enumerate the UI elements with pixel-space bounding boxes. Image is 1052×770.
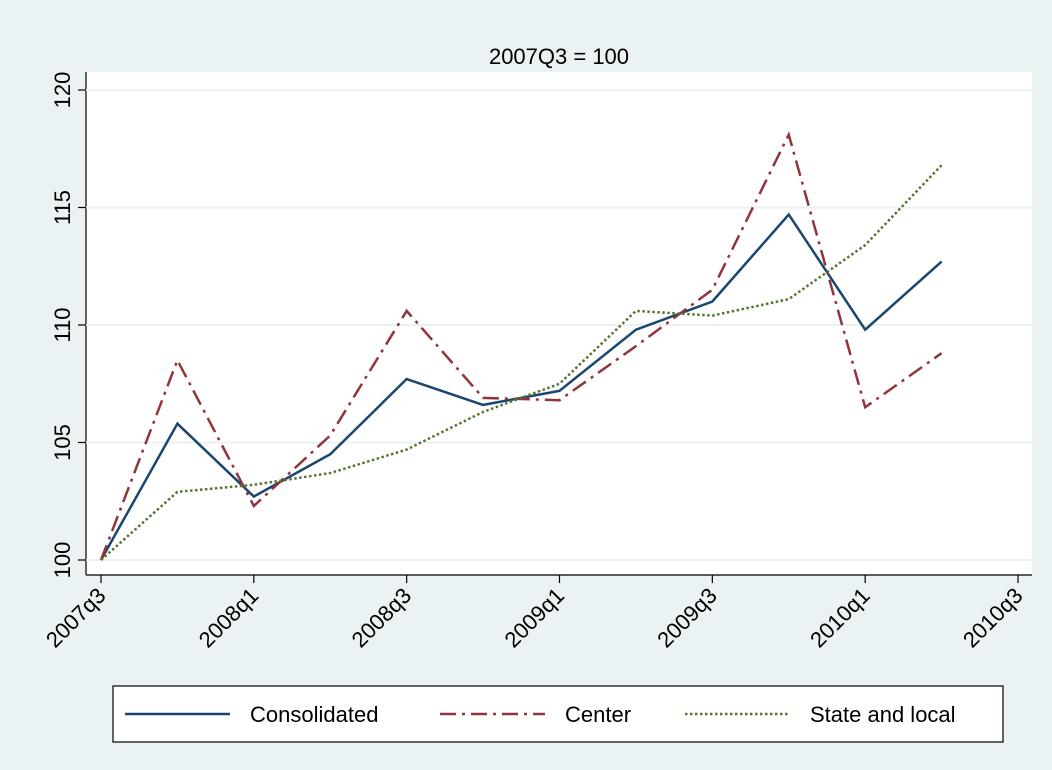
series-line xyxy=(100,164,943,561)
legend-label: Consolidated xyxy=(250,702,378,727)
y-tick-label: 105 xyxy=(50,424,75,461)
y-tick-label: 110 xyxy=(50,307,75,342)
legend-label: State and local xyxy=(810,702,956,727)
legend-label: Center xyxy=(565,702,631,727)
y-tick-label: 115 xyxy=(50,190,75,225)
y-tick-label: 120 xyxy=(50,72,75,109)
y-tick-label: 100 xyxy=(50,542,75,579)
chart-title: 2007Q3 = 100 xyxy=(489,44,629,69)
legend xyxy=(112,685,1004,743)
plot-area xyxy=(86,72,1032,575)
